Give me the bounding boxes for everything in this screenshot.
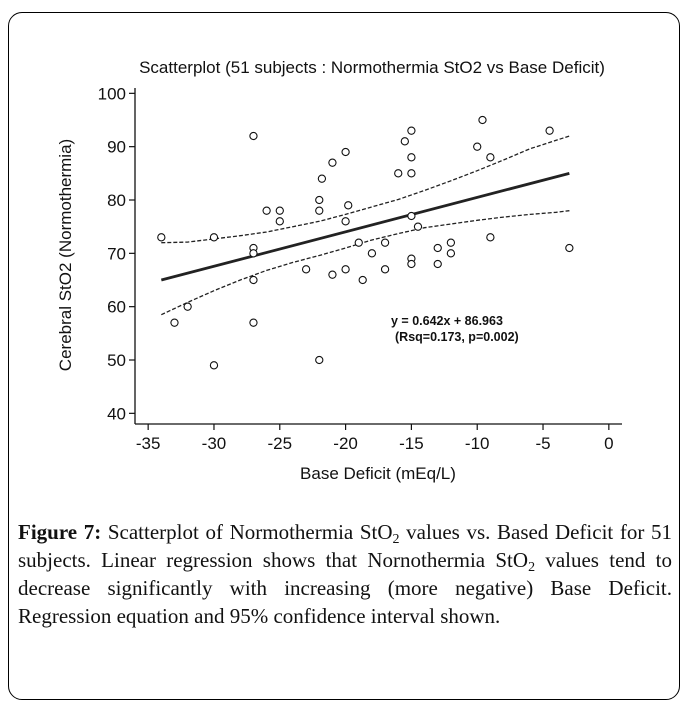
x-tick-label: 0 — [604, 434, 613, 453]
figure-frame — [8, 12, 680, 700]
data-point — [157, 233, 166, 242]
data-point — [249, 131, 258, 141]
data-point — [317, 174, 327, 183]
y-tick-label: 40 — [107, 404, 126, 423]
data-point — [354, 238, 363, 247]
data-point — [407, 259, 416, 269]
y-tick-label: 70 — [107, 244, 126, 263]
data-point — [407, 169, 416, 178]
x-tick-label: -15 — [399, 434, 424, 453]
caption-subscript-1: 2 — [392, 532, 400, 547]
x-axis-label: Base Deficit (mEq/L) — [300, 464, 456, 483]
data-point — [433, 259, 442, 269]
data-point — [328, 270, 337, 279]
data-point — [183, 302, 192, 311]
caption-subscript-2: 2 — [528, 560, 536, 575]
data-point — [249, 275, 258, 285]
data-point — [344, 201, 353, 210]
caption-label: Figure 7: — [18, 520, 102, 544]
data-point — [315, 195, 324, 205]
y-tick-label: 90 — [107, 138, 126, 157]
scatter-chart: Scatterplot (51 subjects : Normothermia … — [56, 58, 622, 483]
ci-upper-curve — [161, 135, 570, 244]
data-point — [315, 206, 324, 215]
data-point — [407, 153, 416, 162]
data-point — [433, 243, 442, 253]
data-point — [315, 355, 324, 365]
data-point — [275, 217, 284, 226]
data-point — [209, 233, 219, 242]
data-point — [367, 249, 377, 258]
data-point — [275, 206, 284, 215]
caption-text-1: Scatterplot of Normothermia StO — [101, 520, 393, 544]
data-point — [473, 142, 482, 151]
data-point — [380, 265, 390, 274]
data-point — [262, 206, 271, 215]
data-point — [407, 211, 416, 221]
data-point — [249, 249, 258, 258]
data-point — [341, 265, 350, 274]
data-point — [486, 153, 495, 162]
data-point — [446, 249, 456, 258]
x-tick-label: -30 — [202, 434, 227, 453]
data-point — [413, 222, 423, 231]
x-tick-label: -20 — [333, 434, 358, 453]
data-point — [394, 169, 403, 178]
figure-caption: Figure 7: Scatterplot of Normothermia St… — [18, 518, 672, 630]
regression-equation: y = 0.642x + 86.963 — [391, 314, 503, 328]
y-tick-label: 100 — [98, 84, 126, 103]
y-tick-label: 60 — [107, 298, 126, 317]
y-tick-label: 80 — [107, 191, 126, 210]
regression-stats: (Rsq=0.173, p=0.002) — [395, 330, 519, 344]
data-point — [328, 158, 337, 167]
data-point — [565, 243, 574, 253]
data-point — [358, 275, 367, 285]
chart-title: Scatterplot (51 subjects : Normothermia … — [139, 58, 605, 77]
x-tick-label: -5 — [535, 434, 550, 453]
y-axis-label: Cerebral StO2 (Normothermia) — [56, 139, 75, 371]
data-point — [446, 238, 456, 247]
data-point — [341, 147, 350, 157]
data-point — [209, 361, 219, 370]
y-tick-label: 50 — [107, 351, 126, 370]
data-point — [249, 318, 258, 327]
x-tick-label: -35 — [136, 434, 161, 453]
data-point — [380, 238, 390, 247]
data-point — [407, 126, 416, 135]
x-tick-label: -25 — [267, 434, 292, 453]
data-point — [486, 233, 495, 242]
caption-text-3: values tend to decrease significantly wi… — [18, 548, 672, 628]
data-point — [301, 265, 311, 274]
x-tick-label: -10 — [465, 434, 490, 453]
data-point — [400, 137, 409, 146]
data-point — [478, 115, 487, 125]
caption-text-2: values vs. Based Deficit for 51 subjects… — [18, 520, 672, 572]
data-point — [170, 318, 179, 327]
data-point — [341, 217, 350, 226]
ci-lower-curve — [161, 210, 570, 316]
regression-line — [160, 171, 570, 282]
data-point — [545, 126, 554, 135]
